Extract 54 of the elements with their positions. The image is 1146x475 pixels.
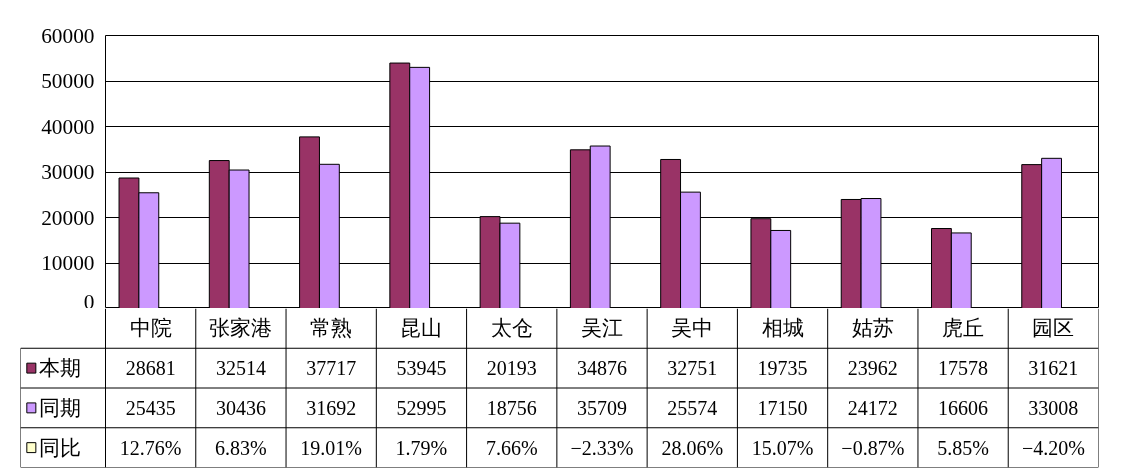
data-label: 20193: [486, 357, 537, 380]
x-tick-label: 吴江: [581, 316, 623, 341]
data-label: 19.01%: [300, 436, 363, 459]
y-tick-label: 40000: [41, 114, 95, 139]
y-tick-label: 0: [83, 289, 95, 314]
x-tick-label: 张家港: [209, 316, 273, 341]
data-label: 18756: [486, 396, 537, 419]
data-label: 37717: [306, 357, 357, 380]
data-label: 24172: [847, 396, 898, 419]
data-label: 35709: [577, 396, 627, 419]
data-label: 25435: [125, 396, 176, 419]
data-label: 7.66%: [485, 436, 538, 459]
x-tick-label: 园区: [1032, 316, 1075, 341]
data-label: 19735: [757, 357, 808, 380]
data-label: 52995: [396, 396, 447, 419]
data-label: 31692: [306, 396, 357, 419]
data-label: 53945: [396, 357, 447, 380]
data-label: 30436: [215, 396, 266, 419]
x-tick-label: 相城: [761, 316, 804, 341]
text: −2.33%: [570, 436, 634, 459]
y-tick-label: 10000: [41, 251, 95, 275]
x-tick-label: 太仓: [490, 316, 533, 341]
data-label: 32514: [215, 357, 266, 380]
data-label: 17578: [938, 357, 989, 380]
legend-label: 同期: [38, 395, 81, 420]
data-label: 12.76%: [119, 436, 182, 459]
legend-label: 同比: [38, 435, 81, 460]
data-label: 23962: [847, 357, 898, 380]
data-label: 16606: [938, 396, 989, 419]
x-tick-label: 虎丘: [942, 316, 985, 341]
data-label: 15.07%: [751, 436, 814, 459]
text: −4.20%: [1021, 436, 1085, 459]
x-tick-label: 吴中: [671, 316, 714, 341]
x-tick-label: 常熟: [310, 316, 353, 341]
y-tick-label: 20000: [41, 205, 95, 230]
data-label: 28681: [125, 357, 176, 380]
data-label: 31621: [1028, 357, 1079, 380]
data-label: 33008: [1028, 396, 1079, 419]
legend-label: 本期: [38, 356, 81, 381]
x-tick-label: 昆山: [400, 316, 443, 341]
data-label: 34876: [577, 357, 627, 380]
data-label: 5.85%: [937, 436, 989, 459]
data-label: 6.83%: [215, 436, 267, 459]
data-label: 17150: [757, 396, 808, 419]
x-tick-label: 中院: [129, 316, 172, 341]
data-label: 25574: [667, 396, 718, 419]
data-label: 32751: [667, 357, 718, 380]
x-tick-label: 姑苏: [851, 316, 894, 341]
y-tick-label: 30000: [41, 160, 95, 184]
text: −0.87%: [841, 436, 905, 459]
y-tick-label: 60000: [41, 23, 95, 48]
data-label: 1.79%: [395, 436, 448, 459]
data-label: 28.06%: [661, 436, 724, 459]
y-tick-label: 50000: [41, 69, 95, 93]
